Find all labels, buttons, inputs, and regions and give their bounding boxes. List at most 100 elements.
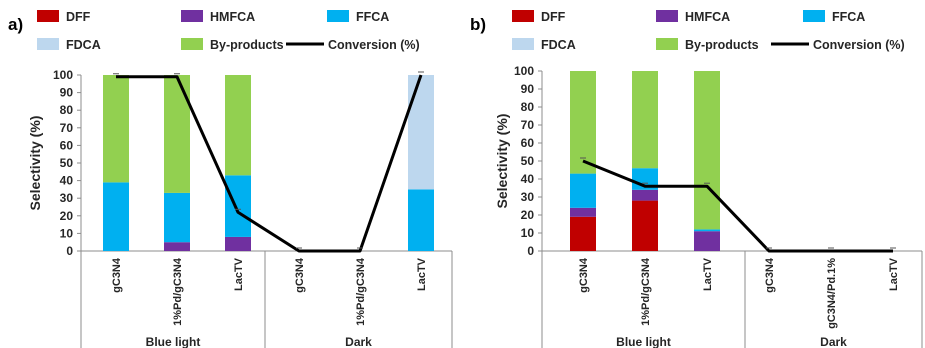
bar-segment (408, 189, 434, 251)
y-tick-label: 70 (60, 121, 74, 135)
bar-segment (632, 200, 658, 251)
bar-segment (408, 75, 434, 190)
y-tick-label: 90 (521, 82, 535, 96)
bar-segment (694, 229, 720, 232)
bar-segment (225, 236, 251, 251)
bar-segment (103, 182, 129, 251)
legend-label: Conversion (%) (328, 38, 420, 52)
legend-label: FFCA (832, 10, 865, 24)
bar-segment (570, 71, 596, 174)
group-label: Blue light (616, 335, 671, 348)
bar-segment (570, 173, 596, 208)
legend-label: DFF (66, 10, 91, 24)
legend-item: HMFCA (656, 10, 730, 24)
bar-segment (103, 75, 129, 183)
legend: DFF HMFCA FFCA FDCA By-products Conversion (%… (37, 10, 420, 52)
legend-label: By-products (685, 38, 759, 52)
legend-label: HMFCA (685, 10, 730, 24)
y-tick-label: 80 (60, 103, 74, 117)
legend-item: DFF (37, 10, 91, 24)
legend-label: Conversion (%) (813, 38, 905, 52)
y-tick-label: 30 (60, 191, 74, 205)
legend-swatch (656, 10, 678, 22)
category-label: gC3N4 (294, 257, 306, 293)
y-tick-label: 40 (521, 172, 535, 186)
legend-item: By-products (181, 38, 284, 52)
legend-label: HMFCA (210, 10, 255, 24)
legend-label: DFF (541, 10, 566, 24)
y-tick-label: 30 (521, 190, 535, 204)
category-label: 1%Pd/gC3N4 (355, 257, 367, 326)
legend-label: FDCA (541, 38, 576, 52)
y-tick-label: 50 (60, 156, 74, 170)
bar-segment (570, 216, 596, 251)
y-tick-label: 90 (60, 86, 74, 100)
legend-item: HMFCA (181, 10, 255, 24)
legend-swatch (181, 38, 203, 50)
legend-item: DFF (512, 10, 566, 24)
y-tick-label: 60 (60, 138, 74, 152)
legend-item: FDCA (512, 38, 576, 52)
y-tick-label: 20 (60, 209, 74, 223)
y-tick-label: 20 (521, 208, 535, 222)
legend-item: FDCA (37, 38, 101, 52)
bar-segment (694, 71, 720, 230)
category-label: 1%Pd/gC3N4 (640, 257, 652, 326)
y-axis-label: Selectivity (%) (494, 114, 510, 209)
group-label: Dark (345, 335, 372, 348)
chart-panel-a: a) DFF HMFCA FFCA FDCA By-products Conversion … (8, 10, 453, 348)
y-axis-label: Selectivity (%) (27, 116, 43, 211)
group-label: Dark (820, 335, 847, 348)
category-label: LacTV (233, 257, 245, 291)
bar-segment (225, 75, 251, 176)
legend-swatch (803, 10, 825, 22)
conversion-line (116, 74, 423, 253)
bar-segment (225, 175, 251, 237)
category-label: LacTV (416, 257, 428, 291)
legend-swatch (512, 38, 534, 50)
legend-swatch (327, 10, 349, 22)
legend-swatch (37, 38, 59, 50)
bar-segment (632, 189, 658, 201)
category-label: gC3N4/Pd.1% (826, 258, 838, 329)
panel-label: a) (8, 15, 23, 34)
legend-swatch (181, 10, 203, 22)
chart-panel-b: b) DFF HMFCA FFCA FDCA By-products Conversion … (470, 10, 923, 348)
legend-label: FFCA (356, 10, 389, 24)
bar-segment (164, 192, 190, 243)
bar-segment (164, 242, 190, 251)
category-label: LacTV (888, 257, 900, 291)
legend-item: By-products (656, 38, 759, 52)
legend-item: Conversion (%) (286, 38, 420, 52)
legend-swatch (512, 10, 534, 22)
y-tick-label: 80 (521, 100, 535, 114)
y-tick-label: 100 (53, 68, 73, 82)
bar-segment (570, 207, 596, 217)
bar-segment (164, 75, 190, 193)
category-label: 1%Pd/gC3N4 (172, 257, 184, 326)
category-label: gC3N4 (764, 257, 776, 293)
y-tick-label: 70 (521, 118, 535, 132)
legend-item: Conversion (%) (771, 38, 905, 52)
y-tick-label: 100 (514, 64, 534, 78)
y-tick-label: 50 (521, 154, 535, 168)
y-tick-label: 60 (521, 136, 535, 150)
legend-label: By-products (210, 38, 284, 52)
legend-label: FDCA (66, 38, 101, 52)
y-tick-label: 0 (527, 244, 534, 258)
legend-item: FFCA (803, 10, 865, 24)
category-label: gC3N4 (111, 257, 123, 293)
category-label: LacTV (702, 257, 714, 291)
y-tick-label: 10 (521, 226, 535, 240)
legend-item: FFCA (327, 10, 389, 24)
bar-segment (694, 231, 720, 251)
panel-label: b) (470, 15, 486, 34)
y-tick-label: 40 (60, 174, 74, 188)
category-label: gC3N4 (578, 257, 590, 293)
bar-segment (632, 71, 658, 169)
legend-swatch (37, 10, 59, 22)
y-tick-label: 0 (66, 244, 73, 258)
legend-swatch (656, 38, 678, 50)
legend: DFF HMFCA FFCA FDCA By-products Conversion (%… (512, 10, 905, 52)
